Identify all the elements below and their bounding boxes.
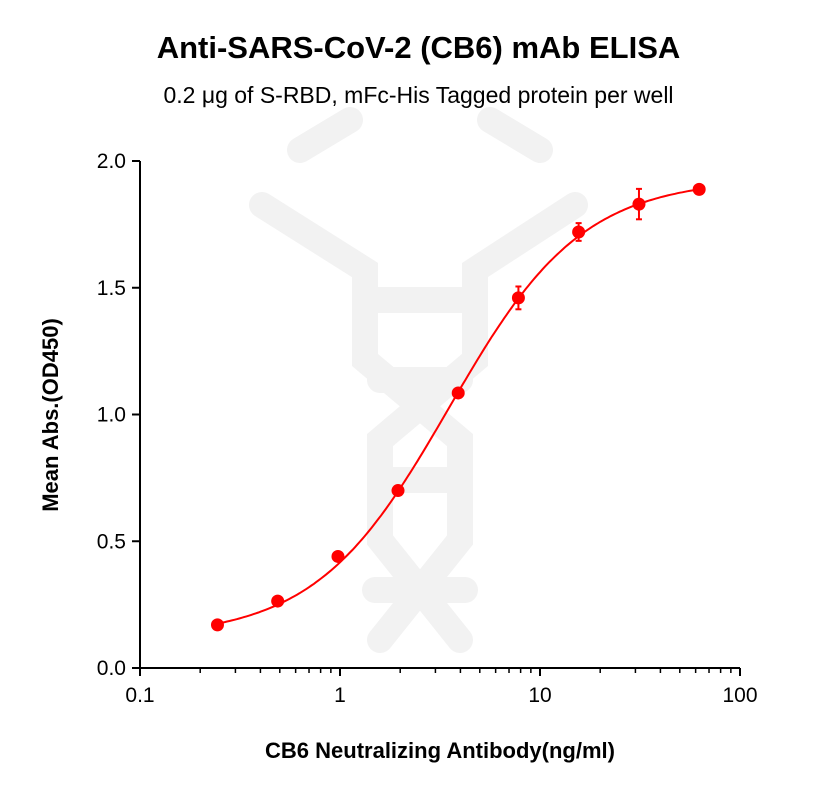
data-point: [632, 197, 646, 211]
data-point: [692, 182, 706, 196]
watermark-dna-logo: [249, 107, 588, 653]
chart-subtitle: 0.2 μg of S-RBD, mFc-His Tagged protein …: [163, 82, 674, 108]
y-tick-label: 1.5: [97, 277, 126, 300]
data-point: [331, 549, 345, 563]
x-axis-label: CB6 Neutralizing Antibody(ng/ml): [265, 738, 615, 763]
data-point: [391, 484, 405, 498]
y-tick-label: 0.5: [97, 530, 126, 553]
y-tick-label: 1.0: [97, 404, 126, 427]
data-point: [572, 225, 586, 239]
data-point: [271, 594, 285, 608]
y-tick-label: 0.0: [97, 657, 126, 680]
x-tick-label: 100: [722, 684, 757, 707]
x-tick-label: 1: [334, 684, 346, 707]
x-tick-label: 10: [528, 684, 551, 707]
chart-title: Anti-SARS-CoV-2 (CB6) mAb ELISA: [156, 30, 681, 65]
data-point: [451, 386, 465, 400]
data-point: [210, 618, 224, 632]
x-tick-label: 0.1: [125, 684, 154, 707]
y-axis-label: Mean Abs.(OD450): [38, 318, 63, 512]
y-tick-label: 2.0: [97, 150, 126, 173]
data-point: [511, 291, 525, 305]
